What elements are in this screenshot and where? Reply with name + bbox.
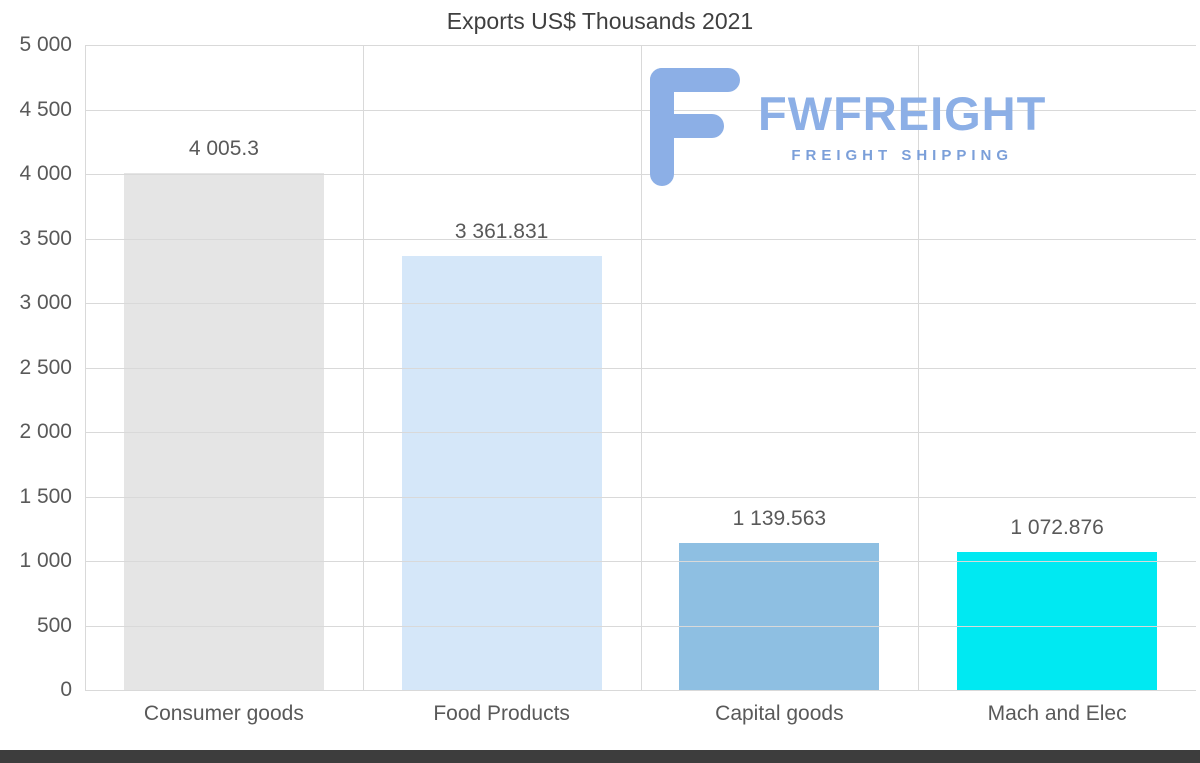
y-tick-label: 3 500 (19, 226, 72, 250)
bars: 4 005.3 3 361.831 1 139.563 1 072.876 (85, 45, 1196, 690)
y-tick-label: 5 000 (19, 33, 72, 56)
freight-f-icon (650, 68, 742, 191)
bar (957, 551, 1158, 690)
bar (123, 173, 324, 690)
x-labels: Consumer goods Food Products Capital goods… (85, 702, 1196, 726)
footer-bar (0, 750, 1200, 763)
x-category-label: Food Products (433, 702, 570, 725)
bar (679, 543, 880, 690)
y-tick-label: 4 500 (19, 97, 72, 121)
y-tick-label: 1 000 (19, 549, 72, 572)
bar-slot: 1 139.563 (641, 45, 919, 690)
v-gridline (362, 45, 364, 690)
bar (401, 256, 602, 690)
x-category-label: Consumer goods (143, 702, 304, 725)
bar-slot: 4 005.3 (85, 45, 363, 690)
bar-slot: 3 361.831 (363, 45, 641, 690)
bar-value-label: 3 361.831 (454, 220, 549, 244)
y-axis: 5 000 4 500 4 000 3 500 3 000 2 500 2 000 1 500… (0, 33, 76, 701)
y-tick-label: 1 500 (19, 484, 72, 508)
logo-text: FWFREIGHT FREIGHT SHIPPING (758, 90, 1046, 164)
v-gridline (85, 45, 86, 690)
y-tick-label: 4 000 (19, 162, 72, 185)
y-tick-label: 2 500 (19, 355, 72, 379)
bar-value-label: 1 072.876 (1010, 515, 1104, 539)
brand-name: FWFREIGHT (758, 87, 1047, 140)
x-category-label: Mach and Elec (987, 702, 1127, 725)
y-tick-label: 3 000 (19, 291, 72, 314)
y-tick-label: 2 000 (19, 420, 72, 443)
x-category-label: Capital goods (715, 702, 844, 725)
bar-value-label: 1 139.563 (732, 507, 827, 530)
v-gridline (640, 45, 642, 690)
plot-area: 4 005.3 3 361.831 1 139.563 1 072.876 (85, 45, 1196, 691)
brand-tagline: FREIGHT SHIPPING (791, 147, 1014, 164)
bar-value-label: 4 005.3 (188, 137, 259, 161)
y-tick-label: 500 (36, 613, 72, 637)
v-gridline (918, 45, 920, 690)
logo: FWFREIGHT FREIGHT SHIPPING (650, 68, 1046, 191)
chart-title: Exports US$ Thousands 2021 (446, 8, 754, 34)
h-gridline (85, 690, 1196, 691)
y-tick-label: 0 (60, 678, 72, 701)
bar-slot: 1 072.876 (918, 45, 1196, 690)
